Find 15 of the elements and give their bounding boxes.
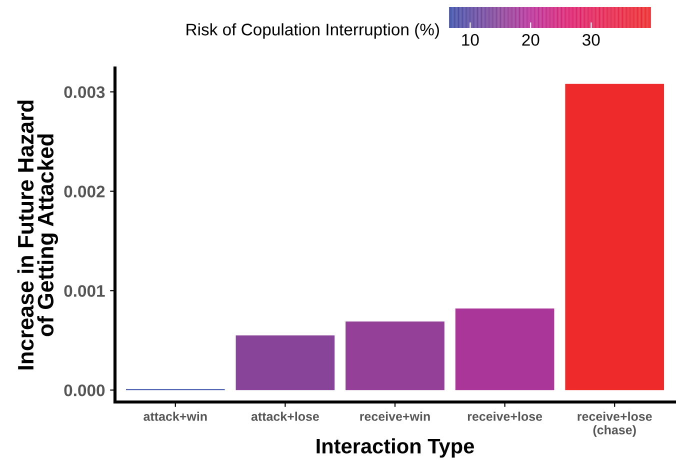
- y-tick-label: 0.002: [64, 186, 105, 198]
- x-tick-label: attack+win: [144, 412, 207, 421]
- y-axis-title: Increase in Future Hazard of Getting Attacked: [17, 100, 58, 370]
- color-bar-label: 10: [462, 34, 479, 46]
- y-tick-label: 0.000: [64, 384, 105, 396]
- color-bar-label: 20: [522, 34, 540, 46]
- x-tick-label: receive+lose: [468, 412, 542, 421]
- y-tick-label: 0.003: [64, 86, 105, 98]
- x-tick-label: receive+win: [360, 412, 430, 421]
- color-bar-label: 30: [582, 34, 600, 46]
- y-tick-label: 0.001: [64, 285, 105, 297]
- x-tick-label: attack+lose: [251, 412, 319, 421]
- x-axis-title: Interaction Type: [316, 438, 474, 458]
- color-bar-title: Risk of Copulation Interruption (%): [186, 23, 439, 39]
- x-tick-label: receive+lose (chase): [578, 412, 652, 437]
